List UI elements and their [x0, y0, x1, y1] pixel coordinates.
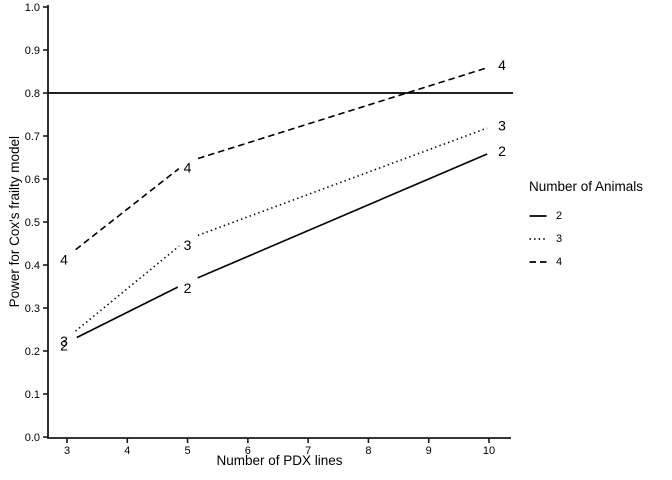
- legend-title: Number of Animals: [529, 179, 644, 194]
- y-tick-label: 0.4: [25, 260, 40, 272]
- legend-item-4: 4: [529, 250, 643, 273]
- point-label: 4: [60, 251, 68, 267]
- y-axis-ticks: 0.0 0.1 0.2 0.3 0.4 0.5 0.6 0.7 0.8 0.9 1.0: [25, 2, 48, 444]
- y-tick-label: 1.0: [25, 2, 40, 14]
- legend-item-2: 2: [529, 204, 643, 227]
- series-line-segment: [74, 245, 180, 332]
- point-label: 3: [498, 117, 506, 133]
- series-4: 4 4 4: [60, 57, 506, 267]
- x-tick-label: 8: [365, 445, 371, 457]
- point-label: 3: [184, 237, 192, 253]
- series-line-segment: [75, 167, 180, 251]
- series-line-segment: [76, 286, 179, 339]
- y-tick-label: 0.9: [25, 45, 40, 57]
- x-tick-label: 7: [305, 445, 311, 457]
- x-tick-label: 5: [185, 445, 191, 457]
- y-tick-label: 0.0: [25, 432, 40, 444]
- y-tick-label: 0.6: [25, 174, 40, 186]
- legend-item-label: 4: [556, 255, 563, 268]
- x-tick-label: 10: [483, 445, 495, 457]
- legend: Number of Animals 2 3 4: [529, 179, 643, 273]
- legend-item-label: 2: [556, 209, 563, 222]
- legend-line-dashed-icon: [529, 260, 547, 263]
- x-axis-title: Number of PDX lines: [216, 453, 343, 468]
- y-axis-title-wrap: Power for Cox's frailty model: [6, 5, 22, 439]
- x-tick-label: 3: [64, 445, 70, 457]
- y-tick-label: 0.2: [25, 346, 40, 358]
- x-tick-label: 9: [426, 445, 432, 457]
- point-label: 2: [184, 280, 192, 296]
- x-axis-ticks: 3 4 5 6 7 8 9 10: [64, 438, 495, 457]
- series-line-segment: [197, 67, 488, 160]
- series-line-segment: [197, 153, 488, 279]
- y-axis-title: Power for Cox's frailty model: [6, 136, 22, 308]
- y-tick-label: 0.7: [25, 131, 40, 143]
- series-line-segment: [197, 127, 488, 237]
- point-label: 3: [60, 333, 68, 349]
- legend-item-3: 3: [529, 227, 643, 250]
- y-tick-label: 0.3: [25, 303, 40, 315]
- series-3: 3 3 3: [60, 117, 506, 349]
- point-label: 2: [60, 337, 68, 353]
- y-tick-label: 0.5: [25, 217, 40, 229]
- legend-line-dotted-icon: [529, 237, 547, 240]
- y-tick-label: 0.1: [25, 389, 40, 401]
- point-label: 4: [498, 57, 506, 73]
- legend-item-label: 3: [556, 232, 563, 245]
- y-tick-label: 0.8: [25, 88, 40, 100]
- series-2: 2 2 2: [60, 143, 506, 353]
- x-tick-label: 6: [245, 445, 251, 457]
- legend-line-solid-icon: [529, 214, 547, 217]
- x-tick-label: 4: [124, 445, 130, 457]
- point-label: 4: [184, 160, 192, 176]
- point-label: 2: [498, 143, 506, 159]
